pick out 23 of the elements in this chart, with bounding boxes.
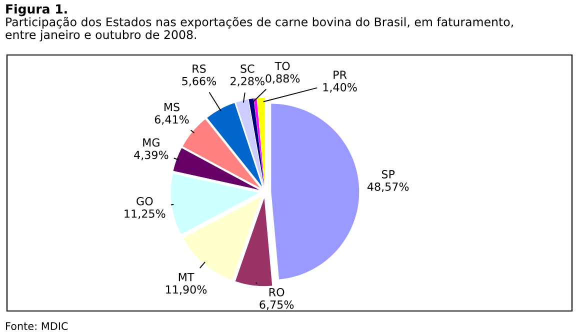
data-label: 4,39% bbox=[134, 150, 168, 160]
data-label: 6,75% bbox=[260, 300, 294, 310]
data-label: 5,66% bbox=[182, 76, 216, 86]
data-label: 11,25% bbox=[124, 209, 166, 219]
slice-label: TO bbox=[274, 62, 290, 70]
data-label: 48,57% bbox=[367, 182, 409, 192]
slice-label: SC bbox=[240, 64, 254, 73]
data-label: 1,40% bbox=[323, 83, 357, 93]
slice-label: MS bbox=[164, 102, 180, 112]
source-note: Fonte: MDIC bbox=[6, 322, 68, 330]
data-label: 11,90% bbox=[166, 285, 207, 295]
slice-label: SP bbox=[382, 170, 395, 178]
slice-label: MG bbox=[143, 138, 160, 147]
slice-label: RS bbox=[192, 64, 206, 73]
chart-title: Figura 1. bbox=[6, 4, 67, 16]
slice-label: MT bbox=[178, 272, 194, 282]
data-label: 0,88% bbox=[266, 74, 300, 84]
slice-label: PR bbox=[334, 70, 347, 79]
data-label: 6,41% bbox=[154, 115, 189, 125]
slice-label: RO bbox=[269, 288, 284, 296]
slice-label: GO bbox=[136, 196, 153, 206]
data-label: 2,28% bbox=[230, 76, 264, 86]
chart-subtitle: Participação dos Estados nas exportações de carne bovina do Brasil, em faturamento, entre janeiro e outubro de 2008. bbox=[6, 17, 513, 42]
